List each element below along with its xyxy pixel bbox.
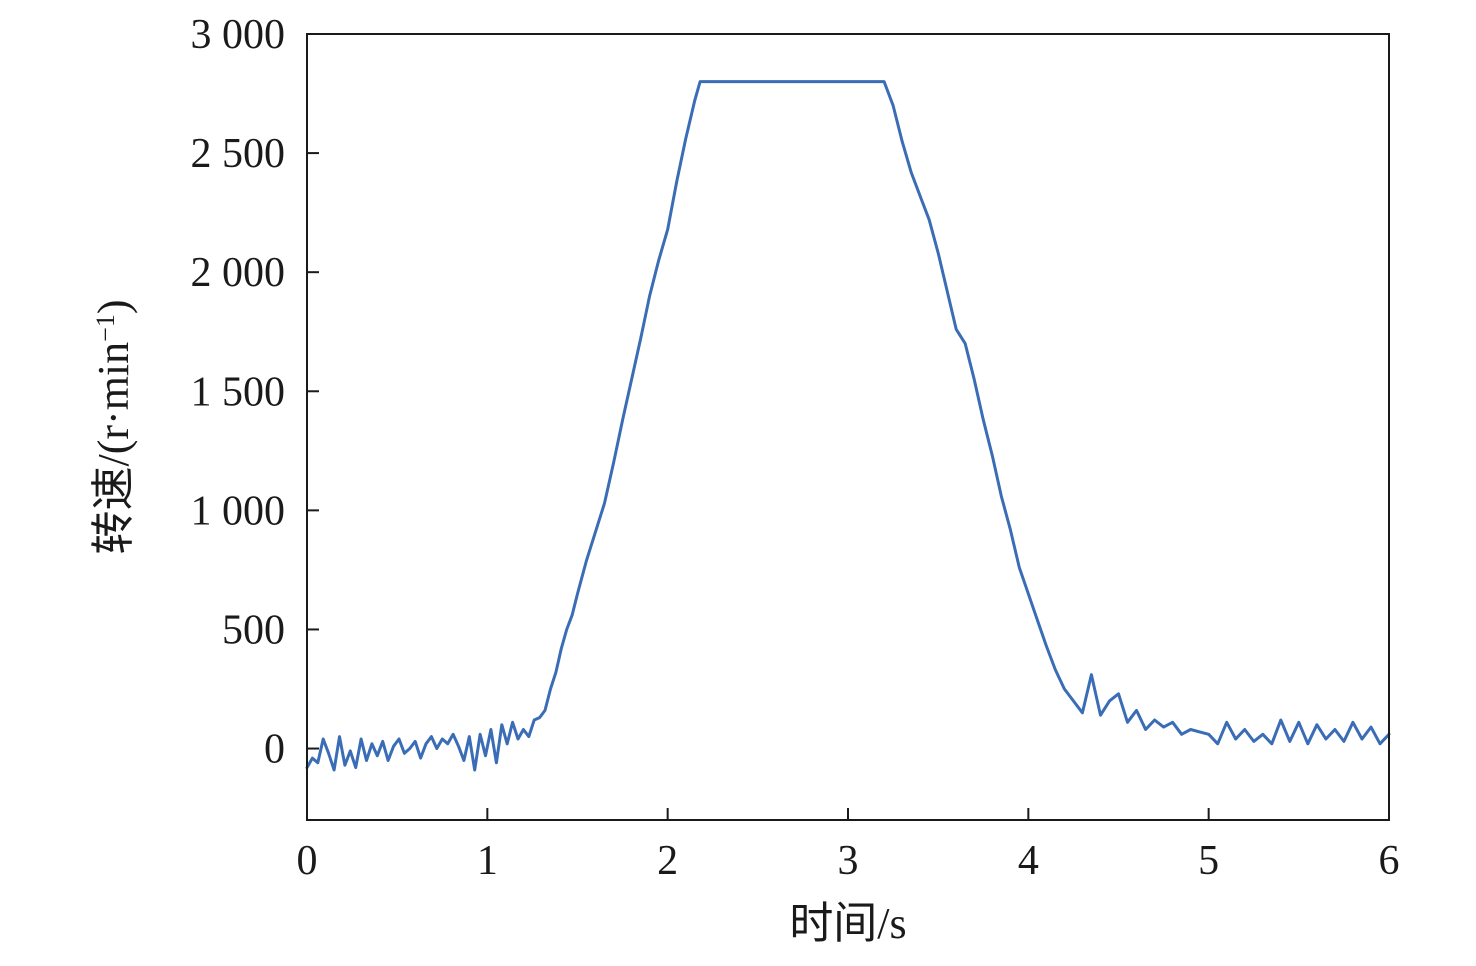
y-axis-title-main: 转速/(r·min	[89, 342, 138, 555]
series-line-0	[305, 80, 1391, 772]
x-tick-label: 2	[657, 838, 678, 884]
y-axis-title-close: )	[89, 300, 138, 315]
x-tick-label: 4	[1018, 838, 1039, 884]
x-tick-label: 0	[297, 838, 318, 884]
series-layer	[305, 80, 1391, 772]
y-tick-label: 3 000	[191, 12, 286, 58]
y-axis-title: 转速/(r·min−1)	[89, 300, 138, 555]
x-axis-title: 时间/s	[789, 899, 906, 948]
y-tick-label: 500	[222, 607, 285, 653]
x-tick-label: 3	[838, 838, 859, 884]
plot-frame	[306, 33, 1390, 821]
y-axis-ticks: 0 500 1 000 1 500 2 000 2 500 3 000	[191, 12, 319, 773]
x-tick-label: 5	[1198, 838, 1219, 884]
y-tick-label: 2 000	[191, 250, 286, 296]
y-tick-label: 1 500	[191, 369, 286, 415]
x-tick-label: 6	[1379, 838, 1400, 884]
y-tick-label: 1 000	[191, 488, 286, 534]
y-tick-label: 2 500	[191, 131, 286, 177]
y-tick-label: 0	[264, 727, 285, 773]
x-axis-ticks: 0 1 2 3 4 5 6	[297, 808, 1400, 884]
x-tick-label: 1	[477, 838, 498, 884]
y-axis-title-superscript: −1	[91, 314, 120, 342]
